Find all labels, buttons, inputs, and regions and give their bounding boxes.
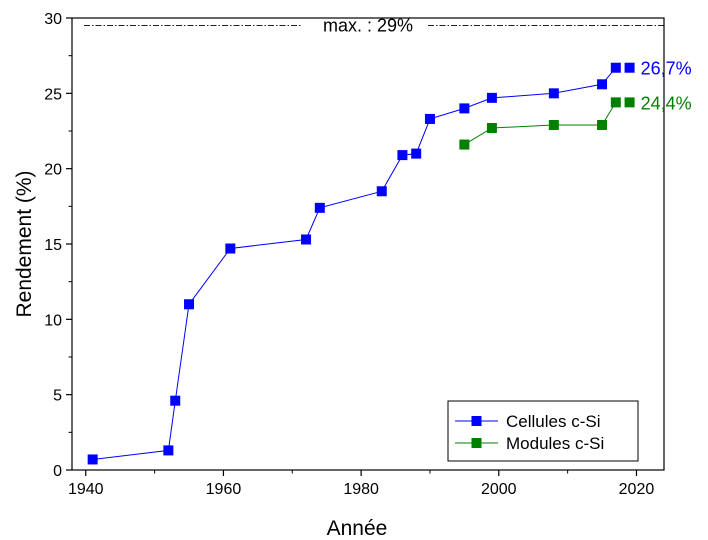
cellules-c-si-point [170, 395, 181, 406]
y-tick-label: 20 [44, 162, 62, 179]
legend-box [447, 400, 639, 462]
y-tick-label: 25 [44, 86, 62, 103]
cellules-c-si-point [314, 202, 325, 213]
legend-label: Cellules c-Si [506, 412, 600, 431]
annotation-label: 26,7% [641, 59, 692, 79]
x-tick-label: 1960 [206, 481, 242, 498]
cellules-c-si-point [163, 445, 174, 456]
cellules-c-si-point [301, 234, 312, 245]
cellules-c-si-point [548, 88, 559, 99]
cellules-c-si-point [376, 186, 387, 197]
legend: Cellules c-Si Modules c-Si [447, 400, 639, 462]
cellules-c-si-point [397, 150, 408, 161]
legend-marker [471, 438, 482, 448]
cellules-c-si-point [87, 454, 98, 465]
annotation-marker [624, 97, 635, 108]
x-axis-title: Année [327, 517, 388, 540]
data-series [87, 62, 621, 465]
x-tick-label: 1940 [68, 481, 104, 498]
cellules-c-si-point [184, 299, 195, 310]
cellules-c-si-point [225, 243, 236, 254]
y-tick-label: 0 [53, 463, 62, 480]
max-efficiency-line: max. : 29% [84, 16, 664, 36]
modules-c-si-point [548, 119, 559, 130]
cellules-c-si-point [424, 113, 435, 124]
annotation-label: 24,4% [641, 93, 692, 113]
legend-marker [471, 416, 482, 426]
modules-c-si-point [459, 139, 470, 150]
y-tick-label: 5 [53, 388, 62, 405]
x-tick-label: 2000 [481, 481, 517, 498]
modules-c-si-point [486, 122, 497, 133]
cellules-c-si-point [459, 103, 470, 114]
modules-c-si-point [597, 119, 608, 130]
axis-ticks: 1940 1960 1980 2000 2020 0 5 10 15 20 25 30 [44, 11, 654, 498]
max-line-label: max. : 29% [323, 16, 413, 36]
cellules-c-si-point [486, 92, 497, 103]
cellules-c-si-point [597, 79, 608, 90]
cellules-c-si-point [411, 148, 422, 159]
x-tick-label: 2020 [619, 481, 655, 498]
modules-c-si-point [610, 97, 621, 108]
x-tick-label: 1980 [343, 481, 379, 498]
y-tick-label: 15 [44, 237, 62, 254]
y-axis-title: Rendement (%) [13, 170, 36, 317]
value-annotations: 26,7% 24,4% [624, 59, 692, 113]
y-tick-label: 30 [44, 11, 62, 28]
cellules-c-si-point [610, 62, 621, 73]
cellules-c-si-line [92, 67, 617, 460]
legend-label: Modules c-Si [506, 434, 604, 453]
y-tick-label: 10 [44, 312, 62, 329]
annotation-marker [624, 62, 635, 73]
